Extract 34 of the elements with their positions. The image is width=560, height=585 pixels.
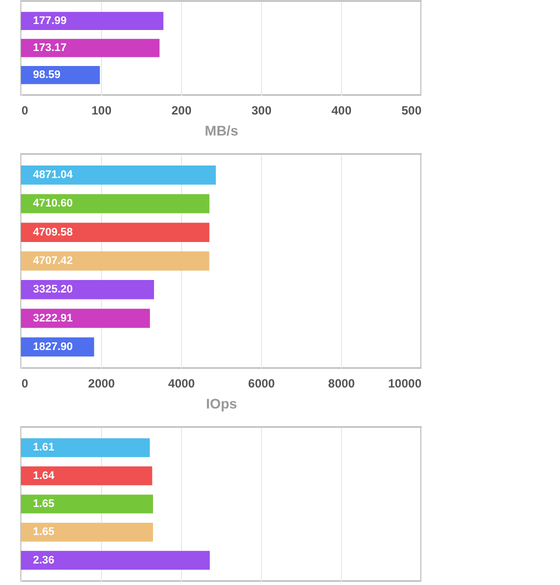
- x-tick-label: 4000: [168, 376, 196, 390]
- data-label: 173.17: [33, 42, 67, 54]
- bar: [21, 466, 152, 486]
- data-label: 1.61: [33, 442, 54, 454]
- data-label: 98.59: [33, 69, 61, 82]
- bar: [21, 522, 153, 542]
- data-label: 3222.91: [33, 312, 73, 324]
- data-label: 3325.20: [33, 284, 73, 296]
- data-label: 4709.58: [33, 226, 73, 238]
- bar: [21, 438, 150, 458]
- x-tick-label: 8000: [328, 376, 356, 390]
- x-axis-title: IOps: [206, 396, 238, 412]
- x-tick-label: 6000: [248, 376, 276, 390]
- x-tick-label: 2000: [88, 376, 116, 390]
- x-tick-label: 400: [331, 104, 352, 118]
- data-label: 1.65: [33, 498, 54, 510]
- x-tick-label: 500: [401, 104, 422, 118]
- x-tick-label: 100: [91, 104, 112, 118]
- data-label: 4871.04: [33, 169, 74, 182]
- x-tick-label: 0: [22, 376, 28, 390]
- bar: [21, 494, 153, 514]
- x-axis-title: MB/s: [204, 122, 238, 138]
- data-label: 4710.60: [33, 198, 73, 210]
- x-tick-label: 10000: [388, 376, 422, 390]
- data-label: 2.36: [33, 554, 54, 566]
- data-label: 1.65: [33, 526, 54, 538]
- data-label: 177.99: [33, 14, 67, 27]
- x-tick-label: 200: [171, 104, 192, 118]
- data-label: 1.64: [33, 470, 56, 482]
- x-tick-label: 0: [22, 104, 28, 118]
- x-tick-label: 300: [251, 104, 272, 118]
- bar: [21, 550, 210, 570]
- data-label: 1827.90: [33, 340, 73, 353]
- data-label: 4707.42: [33, 255, 73, 267]
